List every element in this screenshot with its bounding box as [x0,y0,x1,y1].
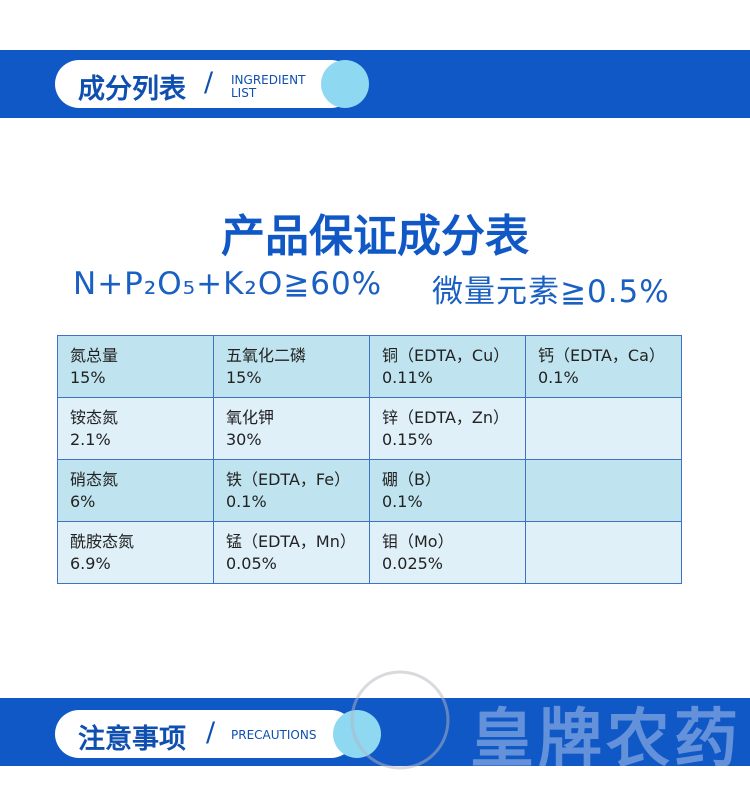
watermark-logo [350,670,450,770]
header-pill [55,60,355,108]
cell-value: 0.05% [226,553,277,573]
cell-value: 15% [70,367,106,387]
cell-name: 钼（Mo） [382,531,454,551]
header-title: 成分列表 [78,74,186,105]
table-cell: 氮总量 15% [57,335,214,398]
cell-name: 铜（EDTA，Cu） [382,345,510,365]
cell-value: 0.025% [382,553,444,573]
trace-formula: 微量元素≧0.5% [432,274,670,310]
cell-name: 氮总量 [70,345,119,365]
footer-title: 注意事项 [78,724,186,755]
cell-name: 锌（EDTA，Zn） [382,407,510,427]
header-slash: / [204,67,214,98]
cell-name: 五氧化二磷 [226,345,307,365]
cell-value: 15% [226,367,262,387]
header-circle [321,60,369,108]
footer-circle [333,710,381,758]
cell-name: 钙（EDTA，Ca） [538,345,665,365]
header-subtitle: LIST [231,86,257,100]
table-cell: 钙（EDTA，Ca） 0.1% [525,335,682,398]
footer-subtitle: PRECAUTIONS [231,728,317,742]
table-row: 硝态氮 6% 铁（EDTA，Fe） 0.1% 硼（B） 0.1% [57,459,682,522]
table-cell: 硝态氮 6% [57,459,214,522]
cell-name: 酰胺态氮 [70,531,135,551]
table-cell [525,521,682,584]
cell-name: 锰（EDTA，Mn） [226,531,356,551]
table-cell [525,459,682,522]
main-title: 产品保证成分表 [221,211,529,262]
cell-name: 硝态氮 [70,469,119,489]
table-cell: 铜（EDTA，Cu） 0.11% [369,335,526,398]
footer-slash: / [206,717,216,748]
header-subtitle: INGREDIENT [231,73,306,87]
table-cell: 五氧化二磷 15% [213,335,370,398]
table-row: 铵态氮 2.1% 氧化钾 30% 锌（EDTA，Zn） 0.15% [57,397,682,460]
footer-pill [55,710,355,758]
cell-value: 6.9% [70,553,111,573]
table-cell: 钼（Mo） 0.025% [369,521,526,584]
table-cell [525,397,682,460]
formula: N+P₂O₅+K₂O≧60% [73,266,383,302]
cell-name: 氧化钾 [226,407,275,427]
table-cell: 铵态氮 2.1% [57,397,214,460]
table-cell: 硼（B） 0.1% [369,459,526,522]
cell-value: 0.15% [382,429,433,449]
cell-value: 6% [70,491,96,511]
table-row: 氮总量 15% 五氧化二磷 15% 铜（EDTA，Cu） 0.11% 钙（EDTA，Ca） 0… [57,335,682,398]
cell-value: 2.1% [70,429,111,449]
table-cell: 氧化钾 30% [213,397,370,460]
ingredient-table: 氮总量 15% 五氧化二磷 15% 铜（EDTA，Cu） 0.11% 钙（EDTA，Ca） 0… [57,335,682,584]
cell-name: 铵态氮 [70,407,119,427]
cell-name: 硼（B） [382,469,441,489]
table-row: 酰胺态氮 6.9% 锰（EDTA，Mn） 0.05% 钼（Mo） 0.025% [57,521,682,584]
cell-value: 0.1% [538,367,579,387]
cell-value: 0.1% [226,491,267,511]
cell-value: 0.11% [382,367,433,387]
table-cell: 酰胺态氮 6.9% [57,521,214,584]
table-cell: 铁（EDTA，Fe） 0.1% [213,459,370,522]
cell-value: 30% [226,429,262,449]
table-cell: 锰（EDTA，Mn） 0.05% [213,521,370,584]
table-cell: 锌（EDTA，Zn） 0.15% [369,397,526,460]
cell-name: 铁（EDTA，Fe） [226,469,351,489]
cell-value: 0.1% [382,491,423,511]
watermark: 皇牌农药 [470,703,742,777]
